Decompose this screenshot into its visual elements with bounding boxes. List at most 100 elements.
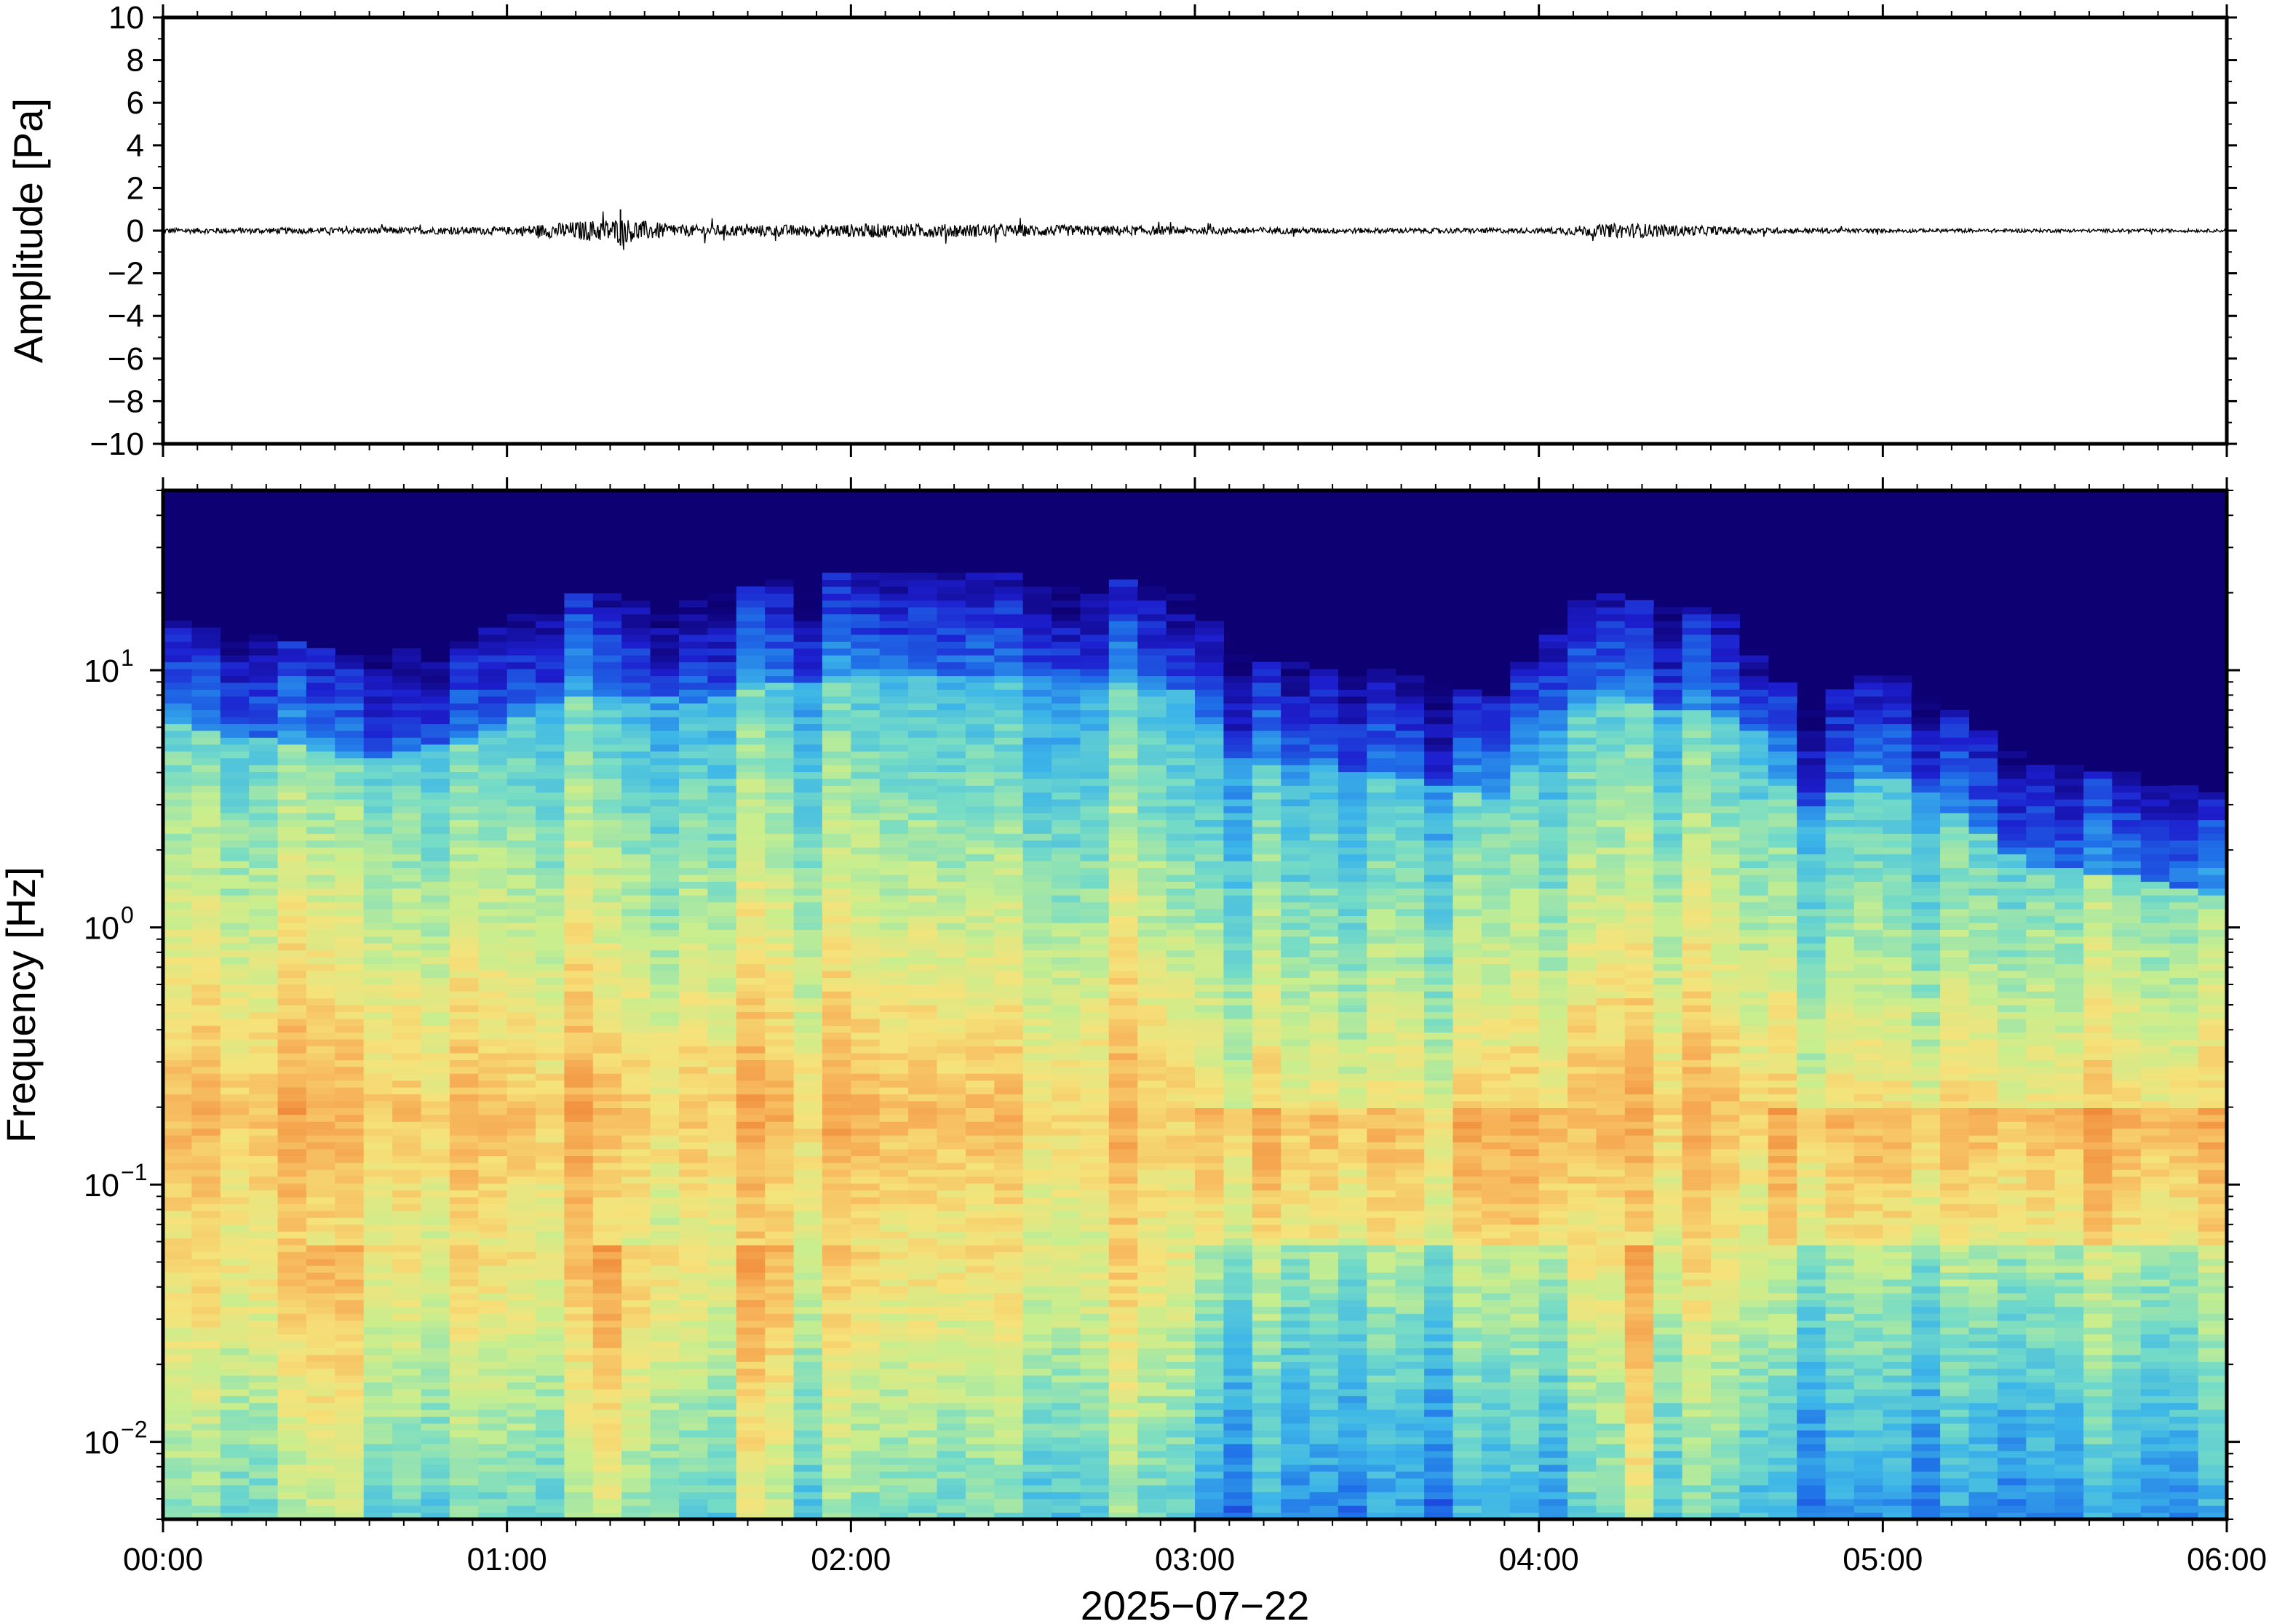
- spectrogram-cell: [478, 819, 508, 827]
- spectrogram-cell: [478, 1121, 508, 1129]
- spectrogram-cell: [908, 1457, 938, 1465]
- spectrogram-cell: [220, 840, 250, 848]
- spectrogram-cell: [1166, 730, 1196, 738]
- spectrogram-cell: [650, 785, 680, 793]
- spectrogram-cell: [592, 648, 622, 656]
- spectrogram-cell: [707, 689, 737, 697]
- spectrogram-cell: [965, 799, 995, 807]
- spectrogram-cell: [1022, 1183, 1052, 1191]
- spectrogram-cell: [994, 1444, 1024, 1452]
- spectrogram-cell: [306, 847, 335, 855]
- spectrogram-cell: [908, 723, 938, 731]
- spectrogram-cell: [793, 1196, 823, 1204]
- spectrogram-cell: [1022, 950, 1052, 958]
- spectrogram-cell: [1166, 1210, 1196, 1218]
- spectrogram-cell: [650, 771, 680, 779]
- spectrogram-cell: [536, 950, 565, 958]
- spectrogram-cell: [478, 1142, 508, 1150]
- spectrogram-cell: [851, 655, 881, 663]
- spectrogram-cell: [163, 1457, 192, 1465]
- spectrogram-cell: [449, 1155, 479, 1163]
- spectrogram-cell: [220, 1430, 250, 1438]
- spectrogram-cell: [1052, 1375, 1081, 1382]
- spectrogram-cell: [592, 1224, 622, 1232]
- spectrogram-cell: [506, 682, 536, 690]
- spectrogram-cell: [879, 867, 909, 875]
- spectrogram-cell: [478, 1101, 508, 1108]
- spectrogram-cell: [220, 1498, 250, 1506]
- spectrogram-cell: [564, 703, 594, 711]
- spectrogram-cell: [1137, 1409, 1167, 1417]
- spectrogram-cell: [478, 1169, 508, 1177]
- spectrogram-cell: [249, 861, 279, 868]
- spectrogram-cell: [449, 669, 479, 677]
- spectrogram-cell: [421, 909, 450, 916]
- spectrogram-cell: [1022, 1423, 1052, 1430]
- spectrogram-cell: [1080, 1348, 1110, 1356]
- spectrogram-cell: [908, 579, 938, 587]
- spectrogram-cell: [1080, 737, 1110, 745]
- spectrogram-cell: [363, 1348, 393, 1356]
- spectrogram-cell: [536, 1382, 565, 1390]
- spectrogram-cell: [277, 1025, 307, 1033]
- spectrogram-cell: [736, 1087, 766, 1095]
- spectrogram-cell: [449, 950, 479, 958]
- spectrogram-cell: [650, 1114, 680, 1122]
- spectrogram-cell: [650, 1005, 680, 1012]
- spectrogram-cell: [908, 792, 938, 800]
- spectrogram-cell: [306, 1396, 335, 1404]
- spectrogram-cell: [306, 1005, 335, 1012]
- spectrogram-cell: [994, 1107, 1024, 1115]
- spectrogram-cell: [707, 1258, 737, 1266]
- spectrogram-cell: [536, 709, 565, 717]
- spectrogram-cell: [1080, 586, 1110, 594]
- spectrogram-cell: [506, 970, 536, 978]
- spectrogram-cell: [1052, 696, 1081, 704]
- spectrogram-cell: [793, 1169, 823, 1177]
- spectrogram-cell: [679, 977, 708, 985]
- spectrogram-cell: [1166, 600, 1196, 608]
- spectrogram-cell: [937, 689, 966, 697]
- spectrogram-cell: [650, 600, 680, 608]
- spectrogram-cell: [908, 1416, 938, 1424]
- spectrogram-cell: [908, 826, 938, 834]
- spectrogram-cell: [1137, 1251, 1167, 1259]
- spectrogram-cell: [1108, 1512, 1138, 1519]
- spectrogram-cell: [736, 1286, 766, 1294]
- spectrogram-cell: [249, 1101, 279, 1108]
- spectrogram-cell: [679, 682, 708, 690]
- spectrogram-cell: [679, 1286, 708, 1294]
- spectrogram-cell: [793, 709, 823, 717]
- spectrogram-cell: [650, 1135, 680, 1143]
- spectrogram-cell: [1137, 723, 1167, 731]
- spectrogram-cell: [851, 1107, 881, 1115]
- spectrogram-cell: [1166, 1032, 1196, 1040]
- spectrogram-cell: [822, 1087, 851, 1095]
- spectrogram-cell: [621, 1011, 651, 1019]
- spectrogram-cell: [1166, 771, 1196, 779]
- spectrogram-cell: [994, 1114, 1024, 1122]
- spectrogram-cell: [163, 895, 192, 903]
- spectrogram-cell: [564, 1361, 594, 1369]
- spectrogram-cell: [1108, 1334, 1138, 1342]
- spectrogram-cell: [564, 1251, 594, 1259]
- spectrogram-cell: [1080, 621, 1110, 629]
- spectrogram-cell: [908, 861, 938, 868]
- spectrogram-cell: [220, 1046, 250, 1054]
- spectrogram-cell: [1080, 1238, 1110, 1246]
- spectrogram-cell: [335, 1244, 365, 1252]
- spectrogram-cell: [1108, 682, 1138, 690]
- spectrogram-cell: [564, 915, 594, 923]
- spectrogram-cell: [1080, 1396, 1110, 1404]
- spectrogram-cell: [392, 1478, 422, 1486]
- spectrogram-cell: [363, 1361, 393, 1369]
- spectrogram-cell: [1080, 1313, 1110, 1321]
- spectrogram-cell: [1080, 1190, 1110, 1198]
- spectrogram-cell: [163, 1121, 192, 1129]
- spectrogram-cell: [592, 1210, 622, 1218]
- spectrogram-cell: [1052, 1272, 1081, 1280]
- spectrogram-cell: [965, 1107, 995, 1115]
- spectrogram-cell: [536, 1354, 565, 1362]
- spectrogram-cell: [851, 1396, 881, 1404]
- spectrogram-cell: [249, 765, 279, 773]
